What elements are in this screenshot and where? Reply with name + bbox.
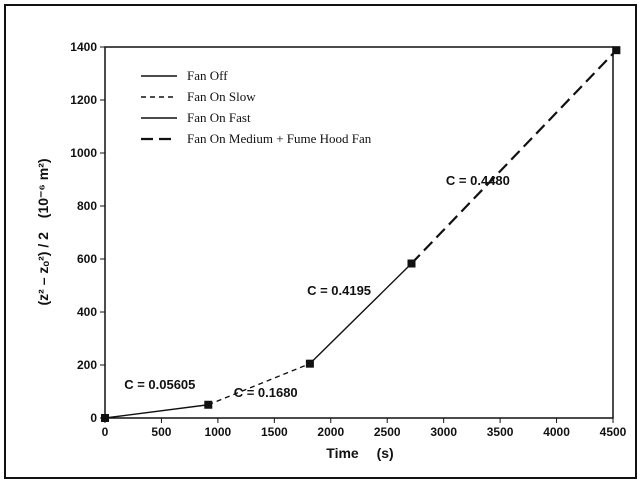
- data-point: [305, 359, 314, 368]
- slope-annotation: C = 0.1680: [234, 385, 298, 400]
- x-tick-label: 2500: [374, 425, 401, 439]
- series-line-1: [104, 404, 209, 419]
- x-tick-label: 0: [102, 425, 109, 439]
- svg-text:(z² – zₒ²) / 2 (10⁻⁶ m²): (z² – zₒ²) / 2 (10⁻⁶ m²): [35, 158, 51, 305]
- y-tick-label: 1400: [70, 40, 97, 54]
- legend-label-2: Fan On Slow: [187, 89, 256, 104]
- x-tick-label: 3000: [430, 425, 457, 439]
- x-tick-label: 1000: [205, 425, 232, 439]
- x-axis-label-unit: (s): [377, 445, 394, 461]
- y-axis-label-expression: (z² – zₒ²) / 2: [35, 232, 51, 306]
- slope-annotation: C = 0.4195: [307, 283, 371, 298]
- y-tick-label: 1200: [70, 93, 97, 107]
- x-tick-label: 4000: [543, 425, 570, 439]
- y-tick-label: 200: [77, 358, 97, 372]
- x-tick-label: 4500: [600, 425, 627, 439]
- data-point: [407, 259, 416, 268]
- slope-annotation: C = 0.4480: [446, 173, 510, 188]
- y-tick-label: 1000: [70, 146, 97, 160]
- y-tick-label: 0: [90, 411, 97, 425]
- legend-label-1: Fan Off: [187, 68, 228, 83]
- legend-label-3: Fan On Fast: [187, 110, 251, 125]
- figure-frame: [4, 4, 637, 479]
- data-point: [612, 46, 621, 55]
- slope-annotation: C = 0.05605: [124, 377, 195, 392]
- x-tick-label: 3500: [487, 425, 514, 439]
- series-line-3: [309, 263, 412, 365]
- legend-label-4: Fan On Medium + Fume Hood Fan: [187, 131, 372, 146]
- x-tick-label: 1500: [261, 425, 288, 439]
- plot-area: [104, 46, 614, 419]
- x-tick-label: 500: [151, 425, 171, 439]
- y-axis-label: (z² – zₒ²) / 2 (10⁻⁶ m²): [35, 158, 51, 305]
- y-axis-label-unit: (10⁻⁶ m²): [35, 158, 51, 218]
- y-tick-label: 600: [77, 252, 97, 266]
- data-point: [101, 414, 109, 422]
- x-axis-label-text: Time: [326, 445, 359, 461]
- data-point: [204, 400, 213, 409]
- x-tick-label: 2000: [317, 425, 344, 439]
- y-tick-label: 800: [77, 199, 97, 213]
- series-line-4: [410, 49, 618, 265]
- series-line-2: [208, 363, 311, 406]
- y-tick-label: 400: [77, 305, 97, 319]
- x-axis-label: Time (s): [326, 445, 393, 461]
